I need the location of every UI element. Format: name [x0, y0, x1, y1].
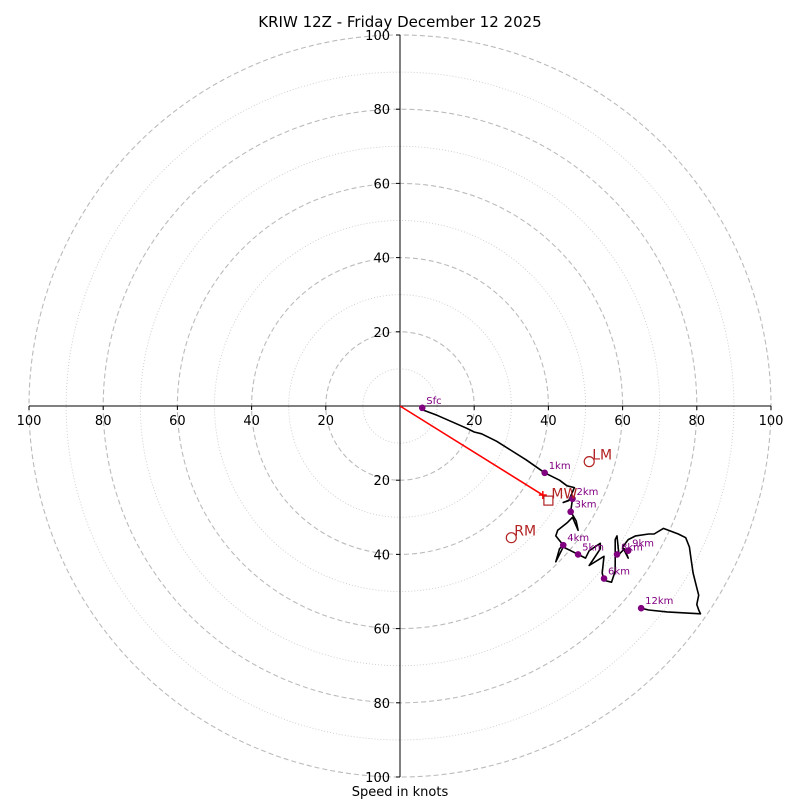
storm-motion-label: MW [551, 487, 577, 503]
hodograph-trace [422, 408, 702, 615]
x-tick-label: 60 [614, 414, 631, 429]
storm-motion-circle [583, 456, 595, 468]
x-tick-label: 20 [318, 414, 335, 429]
height-marker-label: 6km [608, 567, 630, 578]
x-tick-label: 60 [169, 414, 186, 429]
y-tick-label: 20 [373, 326, 390, 341]
x-tick-label: 40 [243, 414, 260, 429]
height-marker-dot [574, 551, 582, 558]
y-tick-label: 60 [373, 623, 390, 638]
hodograph-line [422, 408, 702, 615]
x-tick-label: 100 [17, 414, 42, 429]
x-tick-label: 100 [759, 414, 784, 429]
y-tick-label: 20 [373, 474, 390, 489]
height-marker-label: 1km [549, 461, 571, 472]
x-tick-label: 20 [466, 414, 483, 429]
height-marker-dot [567, 508, 574, 516]
tick-labels: 100 100 80 80 60 60 40 40 20 20 20 20 40 40 60 60 80 80 10… [17, 29, 784, 786]
y-tick-label: 100 [365, 771, 390, 786]
y-tick-label: 100 [365, 29, 390, 44]
x-tick-label: 80 [95, 414, 112, 429]
height-marker-label: 12km [645, 596, 673, 607]
height-marker-dot [569, 495, 576, 503]
y-tick-label: 40 [373, 252, 390, 267]
x-axis-label: Speed in knots [352, 785, 449, 800]
height-marker-dot [613, 551, 621, 558]
y-tick-label: 80 [373, 697, 390, 712]
storm-motion-circle [505, 532, 517, 544]
storm-motion-vector [399, 405, 547, 500]
height-marker-dot [600, 575, 608, 582]
storm-motion-label: RM [514, 524, 536, 540]
height-marker-label: 2km [577, 487, 599, 498]
y-tick-label: 40 [373, 548, 390, 563]
height-marker-dot [418, 404, 426, 412]
height-marker-label: Sfc [426, 396, 441, 407]
y-tick-label: 80 [373, 103, 390, 118]
height-marker-dot [637, 604, 645, 612]
height-marker-label: 3km [575, 500, 597, 511]
height-marker-label: 5km [582, 542, 604, 553]
height-marker-dot [624, 547, 632, 554]
x-tick-label: 40 [540, 414, 557, 429]
storm-motion-square [543, 495, 554, 506]
storm-motion-markers: LM MW RM [505, 448, 612, 544]
height-marker-dot [541, 469, 548, 477]
height-marker-dot [559, 541, 567, 549]
chart-title: KRIW 12Z - Friday December 12 2025 [258, 13, 541, 31]
height-marker-label: 8km [621, 542, 643, 553]
y-tick-label: 60 [373, 177, 390, 192]
height-marker-label: 4km [567, 533, 589, 544]
height-marker-label: 9km [632, 539, 654, 550]
storm-motion-label: LM [592, 448, 612, 464]
motion-vector-line [399, 405, 544, 496]
x-tick-label: 80 [689, 414, 706, 429]
